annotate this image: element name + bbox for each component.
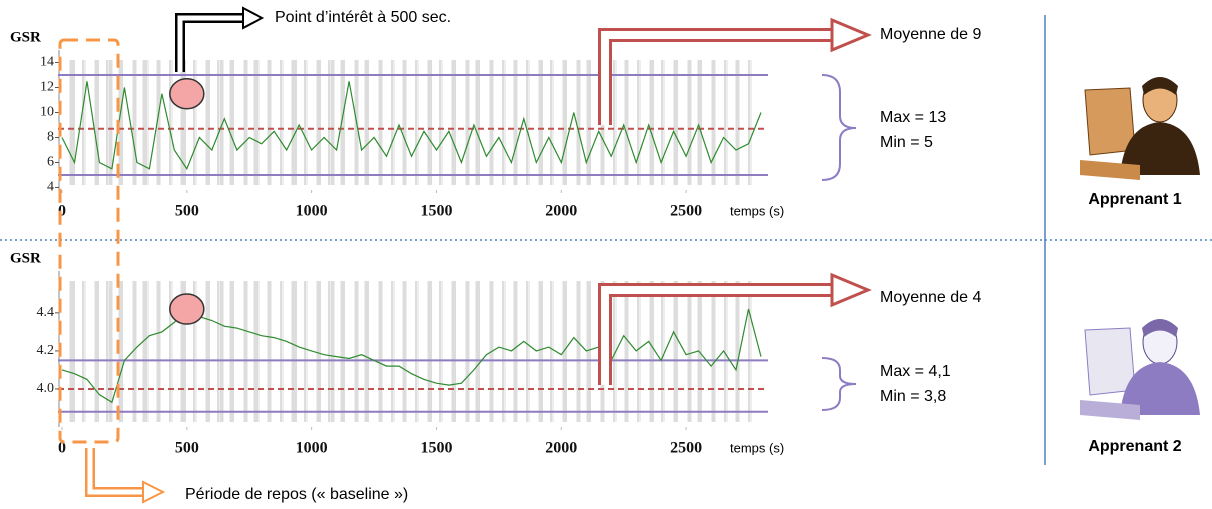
x-axis-label: temps (s) <box>730 203 784 218</box>
y-axis-label: GSR <box>10 250 41 266</box>
charts: GSR 4 6 8 10 12 14 0 500 1000 1500 2000 2500 temps (s… <box>10 26 1182 456</box>
y-tick-label: 4 <box>47 180 54 195</box>
mean-label: Moyenne de 9 <box>880 26 982 43</box>
y-tick-label: 10 <box>40 105 54 120</box>
y-tick-label: 4.2 <box>37 343 55 358</box>
x-tick-label: 500 <box>175 203 199 220</box>
brace <box>821 357 857 411</box>
baseline-label: Période de repos (« baseline ») <box>185 486 408 503</box>
interest-point <box>169 78 205 110</box>
gsr-line <box>61 81 762 171</box>
max-label: Max = 4,1 <box>880 363 951 380</box>
x-tick-label: 0 <box>58 440 66 457</box>
learner-icon <box>1080 77 1200 180</box>
interest-point <box>169 293 205 325</box>
mean-arrow <box>598 17 872 125</box>
baseline-box <box>58 38 120 444</box>
brace <box>821 74 857 181</box>
y-tick-label: 14 <box>40 55 54 70</box>
x-axis-label: temps (s) <box>730 440 784 455</box>
mean-arrow <box>598 272 872 385</box>
x-tick-label: 2000 <box>545 440 577 457</box>
x-tick-label: 2000 <box>545 203 577 220</box>
y-tick-label: 8 <box>47 130 54 145</box>
y-tick-label: 12 <box>40 80 54 95</box>
x-tick-label: 1000 <box>296 203 328 220</box>
x-tick-label: 1500 <box>420 203 452 220</box>
y-tick-label: 4.4 <box>37 305 55 320</box>
x-tick-label: 2500 <box>670 440 702 457</box>
baseline-arrow <box>85 448 166 504</box>
x-tick-label: 1500 <box>420 440 452 457</box>
y-tick-label: 4.0 <box>37 381 55 396</box>
mean-label: Moyenne de 4 <box>880 289 982 306</box>
y-axis-label: GSR <box>10 29 41 45</box>
x-tick-label: 1000 <box>296 440 328 457</box>
learner-label: Apprenant 2 <box>1088 438 1181 455</box>
y-tick-label: 6 <box>47 155 54 170</box>
x-tick-label: 2500 <box>670 203 702 220</box>
interest-arrow <box>175 6 265 72</box>
interest-label: Point d’intérêt à 500 sec. <box>275 9 451 26</box>
min-label: Min = 3,8 <box>880 388 946 405</box>
learner-icon <box>1080 319 1200 420</box>
learner-label: Apprenant 1 <box>1088 191 1181 208</box>
min-label: Min = 5 <box>880 134 933 151</box>
x-tick-label: 0 <box>58 203 66 220</box>
x-tick-label: 500 <box>175 440 199 457</box>
max-label: Max = 13 <box>880 109 946 126</box>
